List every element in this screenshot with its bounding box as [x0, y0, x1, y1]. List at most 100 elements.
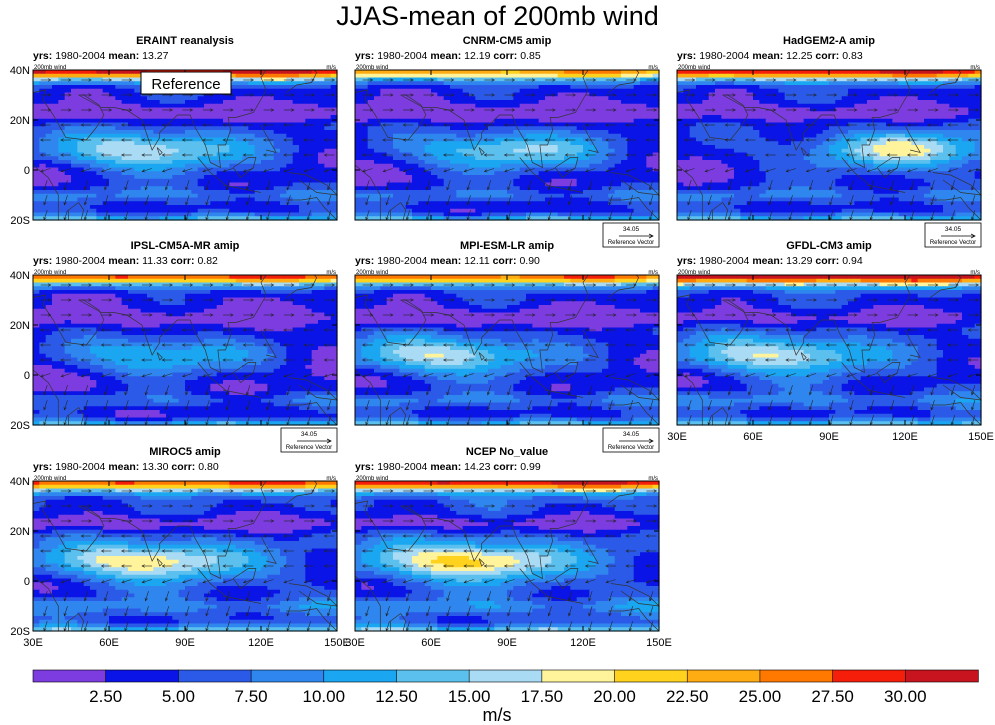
field-cell — [424, 163, 432, 169]
field-cell — [500, 111, 508, 116]
field-cell — [431, 163, 438, 169]
field-cell — [210, 216, 218, 221]
field-cell — [513, 96, 521, 101]
field-cell — [380, 175, 388, 180]
field-cell — [602, 111, 609, 116]
panel-title: HadGEM2-A amip — [783, 35, 875, 47]
field-cell — [469, 208, 476, 214]
field-cell — [210, 208, 218, 214]
field-cell — [557, 88, 565, 94]
field-cell — [418, 208, 426, 214]
field-cell — [399, 100, 407, 105]
field-cell — [646, 81, 654, 86]
field-cell — [235, 145, 243, 150]
field-cell — [330, 156, 338, 161]
field-cell — [646, 145, 654, 150]
field-cell — [96, 141, 104, 146]
field-cell — [532, 141, 540, 146]
field-cell — [564, 103, 571, 109]
field-cell — [418, 133, 426, 139]
field-cell — [424, 197, 432, 202]
field-cell — [974, 70, 982, 75]
field-cell — [405, 115, 413, 120]
wind-vector-head — [68, 93, 72, 97]
field-cell — [355, 70, 362, 75]
field-cell — [305, 160, 313, 165]
field-cell — [204, 122, 211, 127]
field-cell — [399, 197, 407, 202]
wind-vector-head — [613, 93, 617, 97]
field-cell — [570, 126, 578, 131]
field-cell — [311, 92, 319, 97]
field-cell — [475, 70, 483, 75]
field-cell — [949, 85, 957, 90]
field-cell — [576, 197, 584, 202]
field-cell — [223, 126, 230, 131]
field-cell — [216, 111, 224, 116]
field-cell — [886, 92, 893, 97]
field-cell — [652, 88, 660, 94]
field-cell — [431, 201, 438, 206]
field-cell — [355, 156, 362, 161]
field-cell — [418, 103, 426, 109]
field-cell — [708, 70, 716, 75]
field-cell — [418, 81, 426, 86]
units-label: m/s — [970, 65, 980, 71]
field-cell — [254, 145, 262, 150]
field-cell — [216, 137, 224, 142]
field-cell — [172, 205, 180, 210]
field-cell — [134, 197, 142, 202]
field-cell — [507, 88, 514, 94]
field-cell — [469, 141, 476, 146]
field-cell — [77, 148, 85, 154]
field-cell — [311, 163, 319, 169]
field-cell — [627, 208, 635, 214]
field-cell — [96, 100, 104, 105]
field-cell — [324, 81, 332, 86]
field-cell — [45, 141, 53, 146]
field-cell — [614, 152, 622, 157]
field-cell — [646, 133, 654, 139]
field-cell — [640, 190, 647, 195]
field-cell — [968, 70, 976, 75]
field-cell — [58, 186, 66, 191]
field-cell — [418, 212, 426, 217]
field-cell — [134, 100, 142, 105]
field-cell — [526, 122, 533, 127]
field-cell — [39, 178, 47, 184]
field-cell — [235, 118, 243, 124]
field-cell — [374, 96, 381, 101]
field-cell — [443, 145, 451, 150]
field-cell — [627, 81, 635, 86]
field-cell — [595, 190, 603, 195]
field-cell — [102, 160, 110, 165]
field-cell — [803, 100, 811, 105]
wind-vector-head — [402, 153, 407, 157]
field-cell — [860, 92, 868, 97]
field-cell — [557, 81, 565, 86]
field-cell — [456, 178, 464, 184]
field-cell — [109, 107, 116, 112]
field-cell — [102, 81, 110, 86]
field-cell — [683, 100, 691, 105]
field-cell — [481, 186, 489, 191]
field-cell — [286, 141, 294, 146]
wind-vector-head — [40, 169, 44, 173]
field-cell — [708, 88, 716, 94]
field-cell — [481, 145, 489, 150]
field-cell — [393, 118, 400, 124]
field-cell — [248, 148, 256, 154]
field-cell — [564, 96, 571, 101]
field-cell — [614, 182, 622, 187]
field-cell — [64, 152, 72, 157]
wind-vector-head — [222, 169, 227, 173]
field-cell — [318, 137, 325, 142]
field-cell — [330, 171, 338, 176]
field-cell — [602, 130, 609, 135]
field-cell — [583, 115, 590, 120]
wind-vector-head — [286, 186, 290, 191]
wind-vector-head — [323, 123, 328, 127]
field-cell — [621, 118, 628, 124]
field-cell — [822, 88, 830, 94]
